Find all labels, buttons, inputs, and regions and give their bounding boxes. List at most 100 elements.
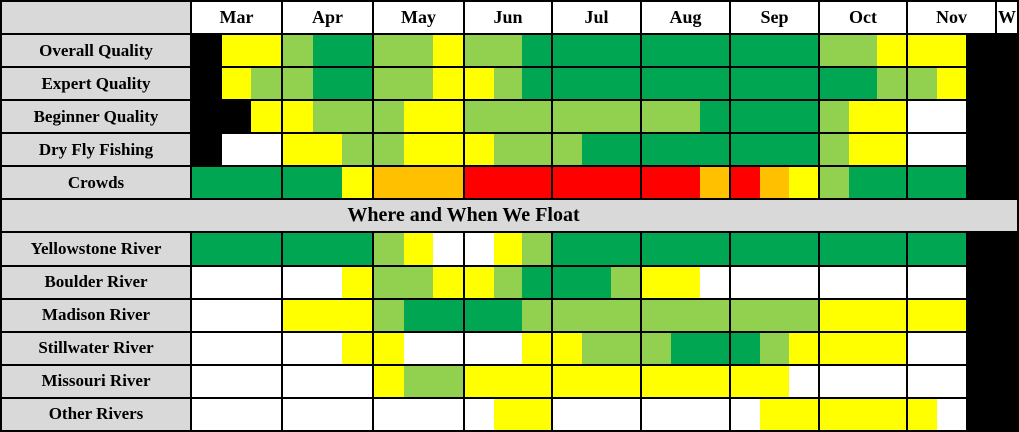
heat-cell xyxy=(789,332,818,364)
heat-cell xyxy=(642,266,671,298)
heat-cell xyxy=(374,68,404,100)
heat-cell xyxy=(283,365,313,397)
heat-cell xyxy=(966,68,995,100)
heat-cell xyxy=(611,233,640,265)
heat-cell xyxy=(192,365,222,397)
month-block-oct xyxy=(820,167,908,199)
heat-cell xyxy=(760,233,789,265)
table-row-missouri-river: Missouri River xyxy=(2,365,1017,399)
table-row-overall-quality: Overall Quality xyxy=(2,35,1017,69)
month-block-jul xyxy=(553,266,642,298)
month-header-aug: Aug xyxy=(642,2,731,33)
heat-cell xyxy=(937,398,966,430)
month-block-oct xyxy=(820,332,908,364)
month-block-apr xyxy=(283,134,374,166)
partial-month-cell xyxy=(997,365,1017,397)
heat-cell xyxy=(582,167,611,199)
row-label: Madison River xyxy=(2,299,192,331)
month-header-nov: Nov xyxy=(908,2,997,33)
heat-cell xyxy=(642,101,671,133)
table-row-crowds: Crowds xyxy=(2,167,1017,201)
heat-cell xyxy=(848,101,878,133)
month-block-apr xyxy=(283,167,374,199)
heat-cell xyxy=(221,299,252,331)
heat-cell xyxy=(731,101,760,133)
heat-cell xyxy=(671,332,700,364)
row-label: Crowds xyxy=(2,167,192,199)
heat-cell xyxy=(611,68,640,100)
heat-cell xyxy=(731,398,760,430)
heat-cell xyxy=(760,332,789,364)
month-block-oct xyxy=(820,233,908,265)
heat-cell xyxy=(553,365,582,397)
month-block-sep xyxy=(731,266,820,298)
heat-cell xyxy=(465,134,494,166)
heat-cell xyxy=(966,332,995,364)
row-label: Overall Quality xyxy=(2,35,192,67)
heat-cell xyxy=(522,101,552,133)
heat-cell xyxy=(251,233,282,265)
heat-cell xyxy=(221,365,252,397)
heat-cell xyxy=(908,266,937,298)
heat-cell xyxy=(522,332,552,364)
heat-cell xyxy=(312,134,343,166)
heat-cell xyxy=(465,398,494,430)
heat-cell xyxy=(374,35,404,67)
heat-cell xyxy=(908,167,937,199)
heat-cell xyxy=(671,167,700,199)
month-block-jul xyxy=(553,167,642,199)
heat-cell xyxy=(731,233,760,265)
heat-cell xyxy=(820,134,849,166)
heat-cell xyxy=(403,134,434,166)
heat-cell xyxy=(192,266,222,298)
heat-cell xyxy=(671,398,700,430)
month-block-aug xyxy=(642,167,731,199)
heat-cell xyxy=(966,101,995,133)
heat-cell xyxy=(312,233,343,265)
heat-cell xyxy=(611,398,640,430)
month-header-apr: Apr xyxy=(283,2,374,33)
heat-cell xyxy=(731,68,760,100)
table-row-yellowstone-river: Yellowstone River xyxy=(2,233,1017,267)
month-block-apr xyxy=(283,365,374,397)
heat-cell xyxy=(820,68,849,100)
heat-cell xyxy=(731,35,760,67)
heat-cell xyxy=(312,299,343,331)
month-block-may xyxy=(374,101,465,133)
heat-cell xyxy=(522,266,552,298)
heat-cell xyxy=(251,35,282,67)
heat-cell xyxy=(611,167,640,199)
month-header-sep: Sep xyxy=(731,2,820,33)
heat-cell xyxy=(553,68,582,100)
heat-cell xyxy=(789,134,818,166)
month-block-oct xyxy=(820,101,908,133)
heat-cell xyxy=(582,299,611,331)
partial-month-header: W xyxy=(997,2,1017,33)
heat-cell xyxy=(848,299,878,331)
month-block-aug xyxy=(642,68,731,100)
heat-cell xyxy=(192,299,222,331)
heat-cell xyxy=(374,332,404,364)
heat-cell xyxy=(760,68,789,100)
month-block-jul xyxy=(553,299,642,331)
heat-cell xyxy=(465,266,494,298)
heat-cell xyxy=(611,35,640,67)
heat-cell xyxy=(937,134,966,166)
heat-cell xyxy=(671,233,700,265)
row-label: Other Rivers xyxy=(2,398,192,430)
month-block-jul xyxy=(553,332,642,364)
heat-cell xyxy=(848,365,878,397)
heat-cell xyxy=(671,134,700,166)
heat-cell xyxy=(374,398,404,430)
month-block-mar xyxy=(192,332,283,364)
heat-cell xyxy=(251,68,282,100)
table-row-boulder-river: Boulder River xyxy=(2,266,1017,300)
heat-cell xyxy=(671,365,700,397)
heat-cell xyxy=(493,68,523,100)
heat-cell xyxy=(374,299,404,331)
month-block-nov xyxy=(908,68,997,100)
heat-cell xyxy=(642,167,671,199)
row-label: Beginner Quality xyxy=(2,101,192,133)
heat-cell xyxy=(312,101,343,133)
partial-month-cell xyxy=(997,398,1017,430)
